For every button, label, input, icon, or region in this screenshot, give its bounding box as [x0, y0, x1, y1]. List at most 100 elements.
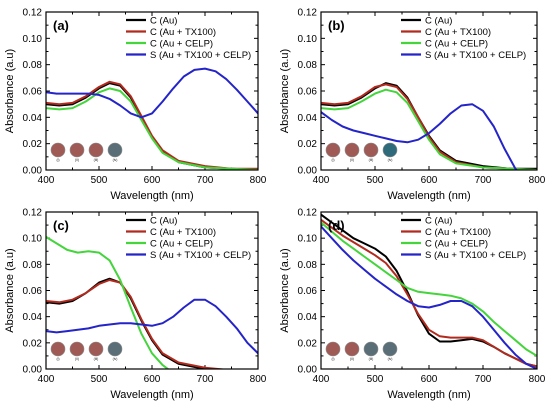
sample-vial	[325, 341, 341, 357]
legend-entry: C (Au + CELP)	[425, 39, 488, 50]
x-tick-label: 400	[38, 374, 55, 385]
y-axis-label: Absorbance (a.u)	[279, 49, 291, 133]
legend-entry: C (Au + TX100)	[150, 27, 216, 38]
y-tick-label: 0.02	[23, 338, 43, 349]
y-tick-label: 0.10	[23, 234, 43, 245]
series-line-4	[321, 225, 537, 369]
plot-frame	[320, 11, 538, 171]
y-tick-label: 0.08	[23, 60, 43, 71]
y-tick-label: 0.10	[298, 34, 318, 45]
sample-vial	[382, 142, 398, 158]
y-tick-label: 0.00	[23, 166, 43, 177]
y-tick-label: 0.12	[298, 208, 318, 219]
x-tick-label: 800	[529, 175, 546, 186]
x-axis-label: Wavelength (nm)	[110, 389, 193, 401]
sample-vial	[363, 142, 379, 158]
sample-label: (iii)	[94, 357, 99, 361]
sample-vial	[50, 142, 66, 158]
sample-vial	[325, 142, 341, 158]
x-tick-label: 600	[421, 374, 438, 385]
series-line-3	[321, 88, 537, 170]
y-tick-label: 0.12	[298, 8, 318, 19]
legend-entry: C (Au + TX100)	[150, 227, 216, 238]
y-tick-label: 0.12	[23, 208, 43, 219]
series-group	[321, 82, 537, 170]
legend-entry: S (Au + TX100 + CELP)	[425, 50, 526, 61]
y-tick-label: 0.08	[298, 60, 318, 71]
series-line-2	[321, 218, 537, 368]
sample-vial	[69, 142, 85, 158]
sample-label: (ii)	[75, 158, 79, 162]
sample-label: (iv)	[388, 357, 393, 361]
sample-vial	[363, 341, 379, 357]
series-line-3	[321, 221, 537, 357]
sample-label: (iii)	[369, 158, 374, 162]
legend-entry: S (Au + TX100 + CELP)	[150, 50, 251, 61]
x-tick-label: 800	[250, 175, 267, 186]
sample-vial	[344, 142, 360, 158]
y-tick-label: 0.06	[298, 286, 318, 297]
x-tick-label: 600	[421, 175, 438, 186]
legend-entry: C (Au + CELP)	[150, 39, 213, 50]
y-tick-label: 0.10	[23, 34, 43, 45]
y-tick-label: 0.06	[23, 87, 43, 98]
y-tick-label: 0.04	[23, 312, 43, 323]
sample-vial	[344, 341, 360, 357]
sample-label: (iii)	[94, 158, 99, 162]
y-tick-label: 0.02	[298, 338, 318, 349]
sample-label: (i)	[331, 357, 334, 361]
sample-vial	[382, 341, 398, 357]
sample-label: (ii)	[350, 158, 354, 162]
x-tick-label: 500	[91, 175, 108, 186]
legend-entry: S (Au + TX100 + CELP)	[150, 250, 251, 261]
legend-entry: C (Au)	[150, 16, 177, 27]
y-tick-label: 0.04	[298, 113, 318, 124]
x-tick-label: 700	[197, 175, 214, 186]
y-tick-label: 0.08	[298, 260, 318, 271]
x-tick-label: 500	[367, 374, 384, 385]
x-tick-label: 600	[144, 175, 161, 186]
chart-panel-2: 0.00 0.02 0.04 0.06 0.08 0.10 0.12 400 500 600 700…	[279, 8, 546, 203]
sample-label: (ii)	[75, 357, 79, 361]
x-tick-label: 700	[475, 374, 492, 385]
x-tick-label: 700	[475, 175, 492, 186]
y-axis-label: Absorbance (a.u)	[279, 248, 291, 332]
sample-label: (iv)	[388, 158, 393, 162]
sample-label: (i)	[56, 158, 59, 162]
y-tick-label: 0.06	[298, 87, 318, 98]
series-line-3	[46, 235, 170, 369]
x-tick-label: 600	[144, 374, 161, 385]
sample-label: (ii)	[350, 357, 354, 361]
legend-entry: C (Au)	[425, 216, 452, 227]
series-line-3	[46, 87, 258, 170]
series-group	[46, 235, 258, 369]
x-tick-label: 800	[529, 374, 546, 385]
panel-label: (d)	[328, 218, 345, 233]
y-axis-label: Absorbance (a.u)	[4, 248, 16, 332]
sample-vial	[107, 341, 123, 357]
sample-vial	[88, 341, 104, 357]
series-line-4	[46, 298, 258, 355]
x-tick-label: 400	[38, 175, 55, 186]
x-tick-label: 400	[313, 374, 330, 385]
legend-entry: C (Au + TX100)	[425, 27, 491, 38]
chart-panel-3: 0.00 0.02 0.04 0.06 0.08 0.10 0.12 400 500 600 700…	[4, 208, 267, 402]
y-axis-label: Absorbance (a.u)	[4, 49, 16, 133]
series-line-4	[321, 103, 518, 170]
sample-label: (iii)	[369, 357, 374, 361]
sample-vial	[88, 142, 104, 158]
chart-panel-4: 0.00 0.02 0.04 0.06 0.08 0.10 0.12 400 500 600 700…	[279, 208, 546, 402]
y-tick-label: 0.02	[298, 139, 318, 150]
legend-entry: C (Au + CELP)	[425, 239, 488, 250]
y-tick-label: 0.00	[23, 365, 43, 376]
x-tick-label: 500	[367, 175, 384, 186]
x-tick-label: 800	[250, 374, 267, 385]
y-tick-label: 0.08	[23, 260, 43, 271]
legend-entry: C (Au)	[425, 16, 452, 27]
y-tick-label: 0.06	[23, 286, 43, 297]
plot-frame	[45, 211, 259, 370]
legend-entry: S (Au + TX100 + CELP)	[425, 250, 526, 261]
x-axis-label: Wavelength (nm)	[110, 190, 193, 202]
sample-vial	[50, 341, 66, 357]
